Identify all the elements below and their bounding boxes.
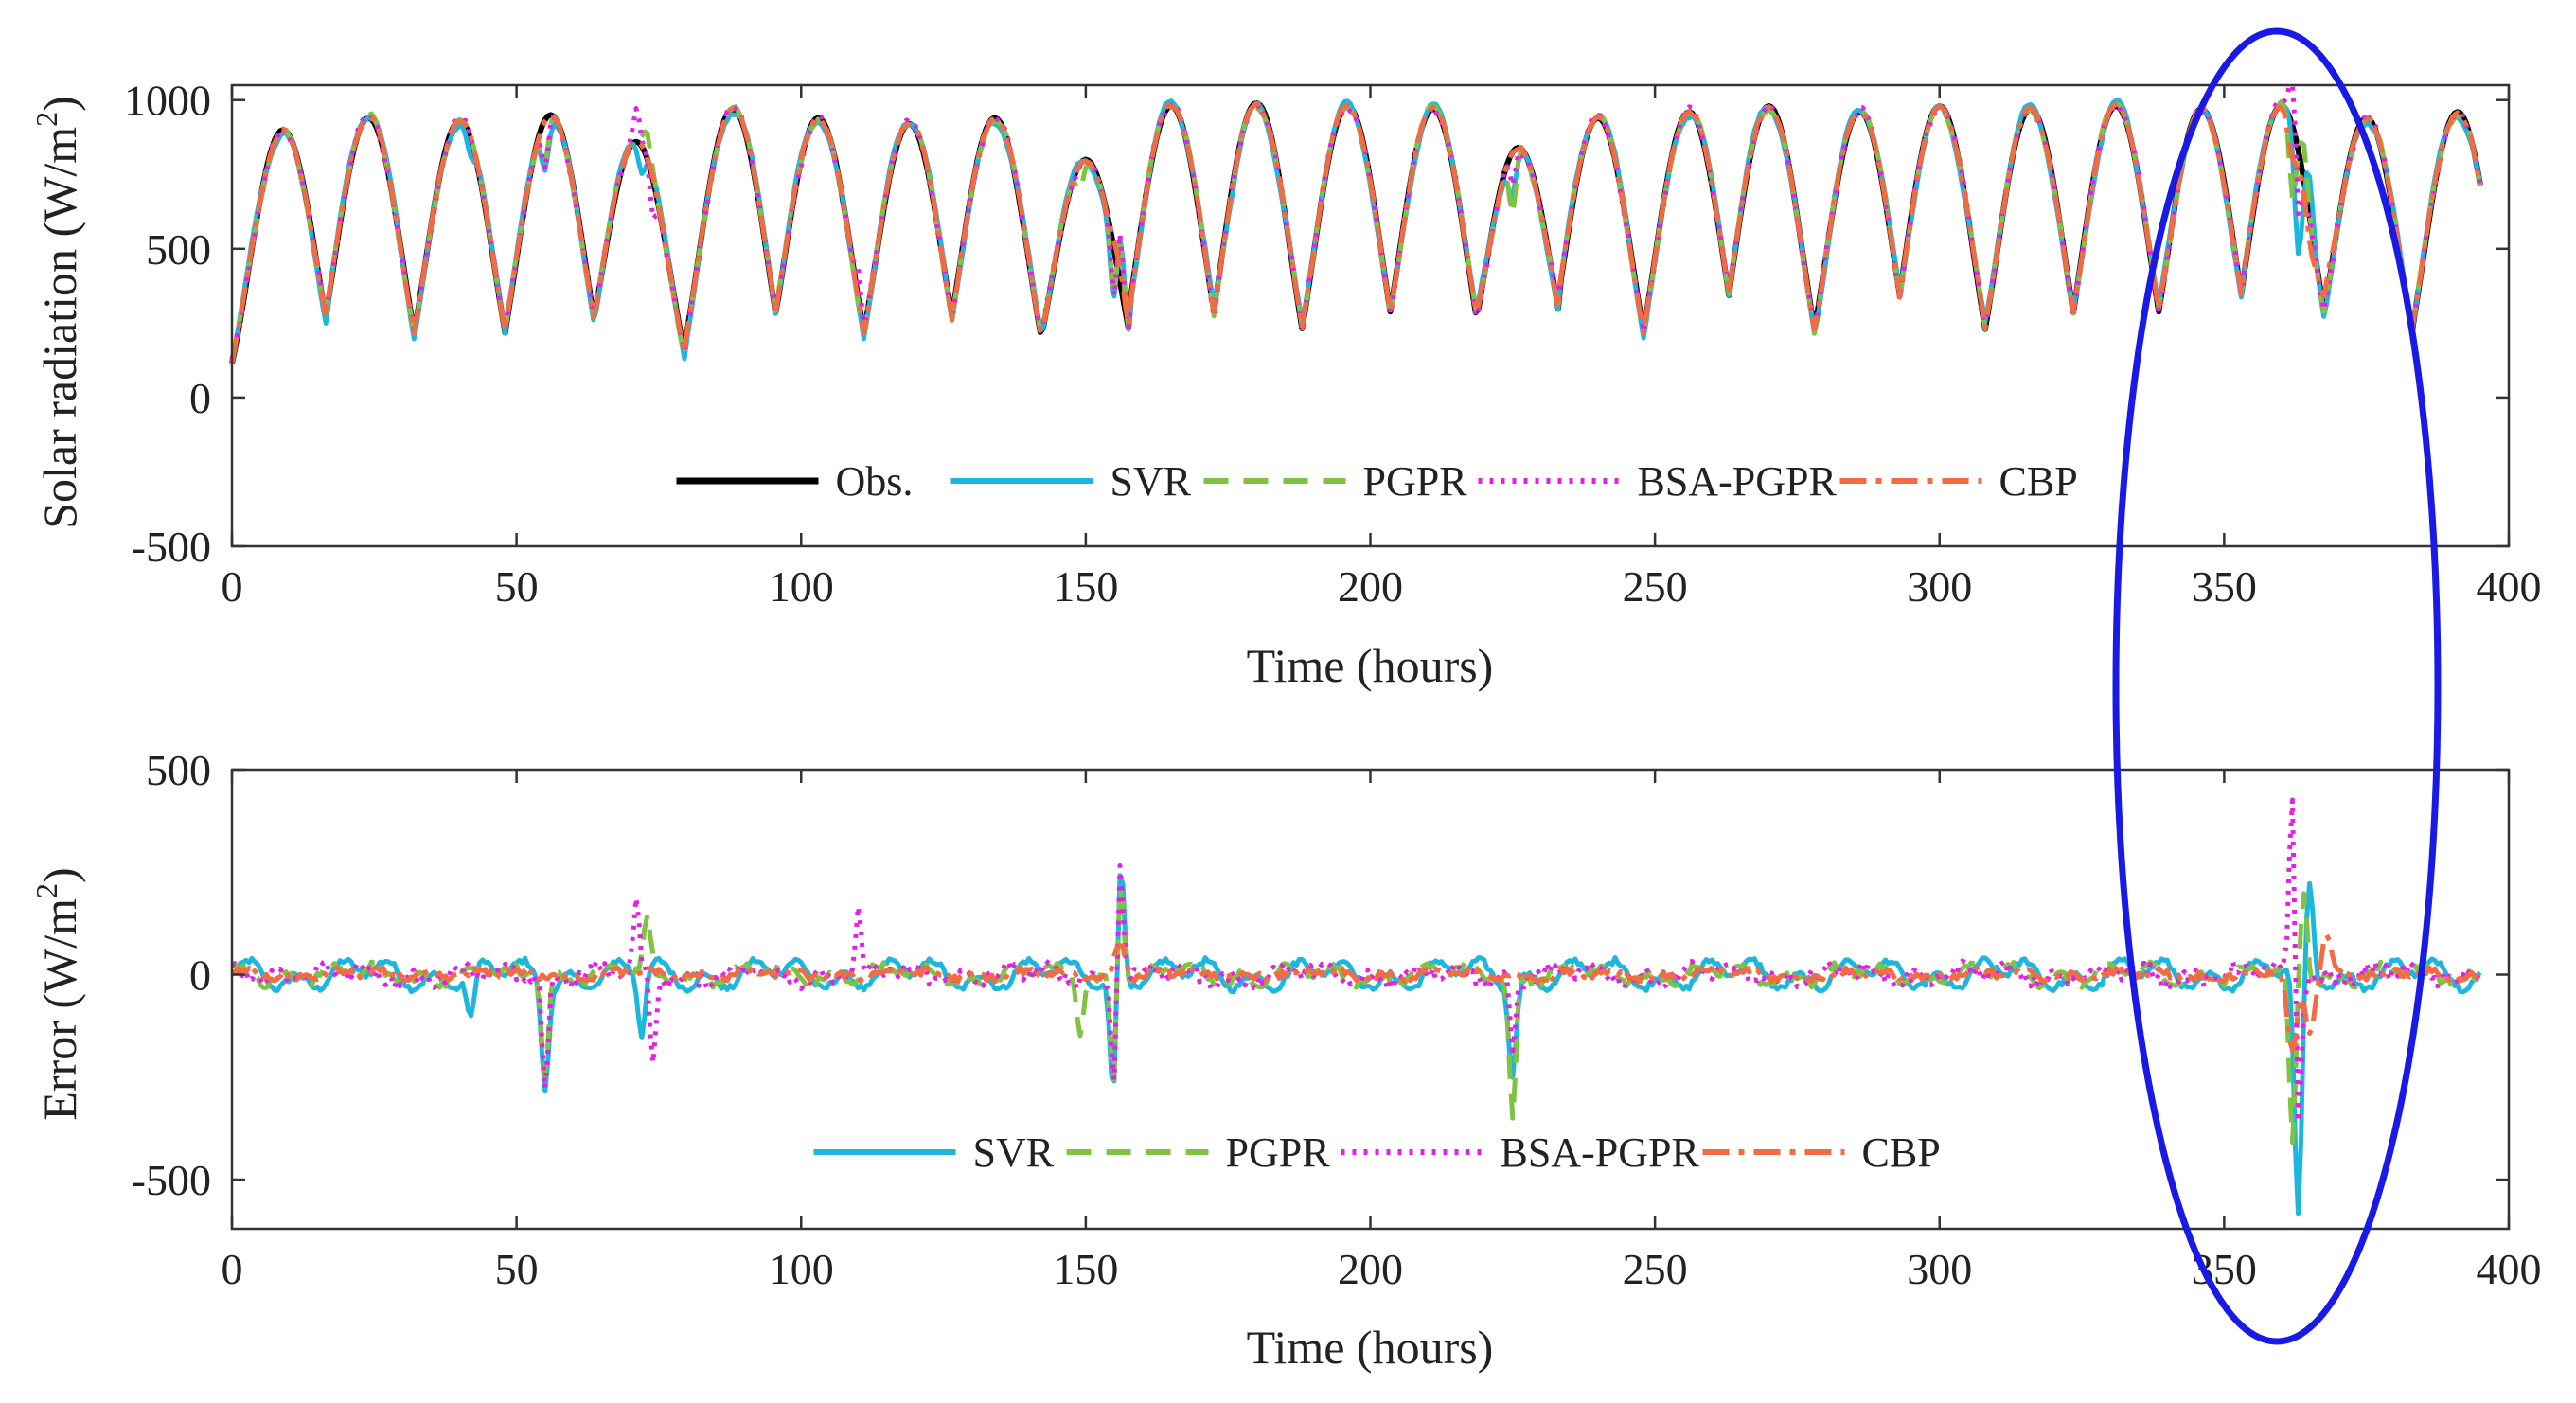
legend-item-bsa-pgpr: BSA-PGPR	[1341, 1129, 1700, 1176]
x-tick-label: 50	[495, 1245, 539, 1293]
x-tick-label: 150	[1053, 1245, 1118, 1293]
legend-label-svr: SVR	[973, 1129, 1055, 1176]
legend-label-bsa-pgpr: BSA-PGPR	[1501, 1129, 1700, 1176]
legend-label-bsa-pgpr: BSA-PGPR	[1638, 458, 1838, 505]
x-tick-label: 200	[1338, 1245, 1403, 1293]
x-tick-label: 50	[495, 562, 539, 611]
legend-item-svr: SVR	[950, 458, 1192, 505]
y-tick-label: -500	[132, 523, 211, 571]
series-line-cbp	[229, 100, 2483, 364]
x-tick-label: 300	[1907, 562, 1972, 611]
y-axis-label: Solar radiation (W/m2)	[29, 96, 86, 529]
y-tick-label: -500	[132, 1156, 211, 1204]
legend-item-pgpr: PGPR	[1066, 1129, 1331, 1176]
y-tick-label: 0	[189, 951, 211, 1000]
x-tick-label: 0	[222, 562, 243, 611]
legend-item-bsa-pgpr: BSA-PGPR	[1478, 458, 1838, 505]
series-line-cbp	[230, 932, 2482, 1053]
x-tick-label: 150	[1053, 562, 1118, 611]
x-tick-label: 250	[1623, 1245, 1688, 1293]
legend-label-cbp: CBP	[1862, 1129, 1941, 1176]
y-axis-label: Error (W/m2)	[29, 867, 86, 1120]
series-line-bsa-pgpr	[230, 797, 2482, 1125]
legend-label-svr: SVR	[1110, 458, 1192, 505]
y-tick-label: 500	[146, 225, 211, 274]
series-line-pgpr	[230, 885, 2482, 1145]
x-tick-label: 200	[1338, 562, 1403, 611]
x-tick-label: 300	[1907, 1245, 1972, 1293]
legend-item-cbp: CBP	[1702, 1129, 1941, 1176]
x-tick-label: 0	[222, 1245, 243, 1293]
x-tick-label: 400	[2477, 1245, 2542, 1293]
x-axis-label: Time (hours)	[1247, 639, 1494, 692]
legend-label-obs: Obs.	[836, 458, 914, 505]
y-tick-label: 500	[146, 746, 211, 794]
legend-item-pgpr: PGPR	[1203, 458, 1468, 505]
x-tick-label: 400	[2477, 562, 2542, 611]
x-tick-label: 350	[2192, 562, 2257, 611]
y-tick-label: 1000	[124, 77, 211, 125]
legend-item-obs: Obs.	[676, 458, 914, 505]
legend-label-pgpr: PGPR	[1363, 458, 1468, 505]
legend-label-pgpr: PGPR	[1226, 1129, 1331, 1176]
y-tick-label: 0	[189, 374, 211, 422]
highlight-ellipse	[2112, 27, 2442, 1345]
x-tick-label: 100	[769, 1245, 834, 1293]
x-tick-label: 250	[1623, 562, 1688, 611]
legend-item-svr: SVR	[813, 1129, 1055, 1176]
legend-label-cbp: CBP	[1999, 458, 2078, 505]
x-axis-label: Time (hours)	[1247, 1321, 1494, 1374]
legend-item-cbp: CBP	[1839, 458, 2078, 505]
x-tick-label: 100	[769, 562, 834, 611]
